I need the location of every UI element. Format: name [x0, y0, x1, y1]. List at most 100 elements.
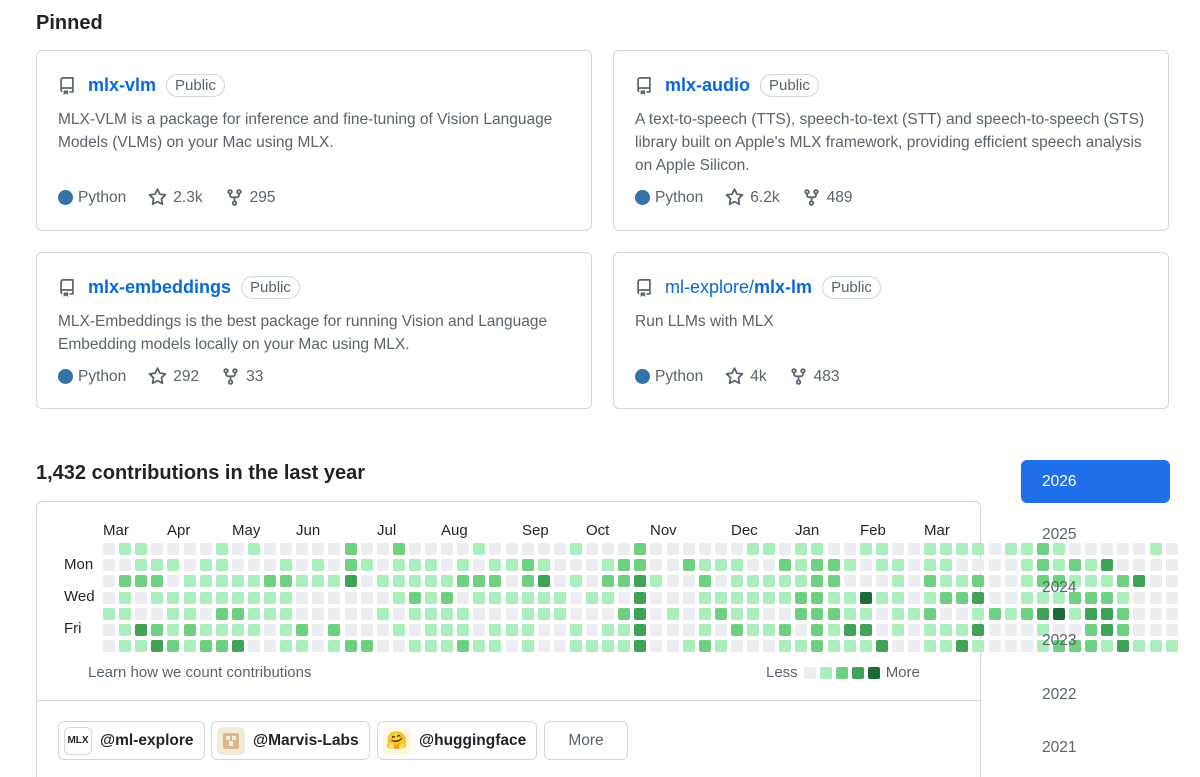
contribution-day-cell[interactable]: [408, 591, 421, 604]
contribution-day-cell[interactable]: [103, 607, 115, 620]
contribution-day-cell[interactable]: [328, 607, 341, 620]
contribution-day-cell[interactable]: [972, 624, 985, 636]
contribution-day-cell[interactable]: [296, 591, 309, 604]
contribution-day-cell[interactable]: [827, 640, 840, 653]
year-2025[interactable]: 2025: [1042, 525, 1077, 543]
contribution-day-cell[interactable]: [763, 591, 776, 604]
contribution-day-cell[interactable]: [811, 640, 824, 653]
contribution-day-cell[interactable]: [264, 543, 276, 555]
contribution-day-cell[interactable]: [875, 575, 888, 588]
contribution-day-cell[interactable]: [618, 607, 631, 620]
contribution-day-cell[interactable]: [827, 624, 840, 636]
org-filter-ml-explore[interactable]: MLX @ml-explore: [58, 721, 205, 760]
contribution-day-cell[interactable]: [908, 543, 920, 555]
contribution-day-cell[interactable]: [1069, 624, 1081, 636]
contribution-day-cell[interactable]: [360, 575, 373, 588]
contribution-day-cell[interactable]: [1165, 591, 1178, 604]
contribution-day-cell[interactable]: [1004, 624, 1017, 636]
contribution-day-cell[interactable]: [827, 591, 840, 604]
contribution-day-cell[interactable]: [747, 559, 759, 572]
contribution-day-cell[interactable]: [376, 575, 389, 588]
contribution-day-cell[interactable]: [1165, 543, 1178, 555]
contribution-day-cell[interactable]: [988, 591, 1001, 604]
contribution-day-cell[interactable]: [392, 640, 405, 653]
contribution-day-cell[interactable]: [264, 559, 276, 572]
contribution-day-cell[interactable]: [183, 640, 196, 653]
contribution-day-cell[interactable]: [521, 624, 534, 636]
contribution-day-cell[interactable]: [730, 559, 743, 572]
contribution-day-cell[interactable]: [875, 624, 888, 636]
contribution-day-cell[interactable]: [924, 575, 937, 588]
contribution-day-cell[interactable]: [843, 559, 856, 572]
contribution-day-cell[interactable]: [425, 640, 437, 653]
contribution-day-cell[interactable]: [730, 624, 743, 636]
contribution-day-cell[interactable]: [811, 624, 824, 636]
contribution-day-cell[interactable]: [908, 607, 920, 620]
contribution-day-cell[interactable]: [795, 559, 808, 572]
contribution-day-cell[interactable]: [940, 575, 953, 588]
contribution-day-cell[interactable]: [1101, 575, 1114, 588]
contribution-day-cell[interactable]: [457, 543, 470, 555]
contribution-day-cell[interactable]: [247, 591, 260, 604]
contribution-day-cell[interactable]: [827, 607, 840, 620]
contribution-day-cell[interactable]: [682, 607, 695, 620]
contribution-day-cell[interactable]: [457, 624, 470, 636]
contribution-day-cell[interactable]: [634, 543, 647, 555]
contribution-day-cell[interactable]: [1020, 543, 1033, 555]
contribution-day-cell[interactable]: [1101, 624, 1114, 636]
contribution-day-cell[interactable]: [296, 559, 309, 572]
contribution-day-cell[interactable]: [1133, 624, 1146, 636]
contribution-day-cell[interactable]: [634, 607, 647, 620]
contribution-day-cell[interactable]: [537, 607, 550, 620]
contribution-day-cell[interactable]: [408, 559, 421, 572]
contribution-day-cell[interactable]: [231, 624, 244, 636]
contribution-day-cell[interactable]: [1117, 624, 1130, 636]
contribution-day-cell[interactable]: [811, 607, 824, 620]
contribution-day-cell[interactable]: [811, 591, 824, 604]
contribution-day-cell[interactable]: [618, 543, 631, 555]
year-2024[interactable]: 2024: [1042, 578, 1077, 596]
contribution-day-cell[interactable]: [1069, 575, 1081, 588]
contribution-day-cell[interactable]: [537, 575, 550, 588]
contribution-day-cell[interactable]: [425, 575, 437, 588]
contribution-day-cell[interactable]: [1020, 575, 1033, 588]
contribution-day-cell[interactable]: [827, 575, 840, 588]
contribution-day-cell[interactable]: [328, 591, 341, 604]
contribution-day-cell[interactable]: [859, 559, 872, 572]
contribution-day-cell[interactable]: [586, 624, 598, 636]
contribution-day-cell[interactable]: [682, 543, 695, 555]
contribution-day-cell[interactable]: [1133, 543, 1146, 555]
contribution-day-cell[interactable]: [408, 640, 421, 653]
contribution-day-cell[interactable]: [521, 591, 534, 604]
contribution-day-cell[interactable]: [569, 543, 582, 555]
contribution-day-cell[interactable]: [763, 624, 776, 636]
org-filter-huggingface[interactable]: 🤗 @huggingface: [377, 721, 538, 760]
contribution-day-cell[interactable]: [215, 607, 228, 620]
contribution-day-cell[interactable]: [312, 591, 325, 604]
contribution-day-cell[interactable]: [843, 607, 856, 620]
contribution-day-cell[interactable]: [1085, 624, 1098, 636]
repo-link-mlx-embeddings[interactable]: mlx-embeddings: [88, 277, 232, 297]
contribution-day-cell[interactable]: [473, 559, 486, 572]
contribution-day-cell[interactable]: [586, 543, 598, 555]
contribution-day-cell[interactable]: [730, 543, 743, 555]
contribution-day-cell[interactable]: [344, 575, 357, 588]
contribution-day-cell[interactable]: [505, 624, 518, 636]
contribution-day-cell[interactable]: [859, 640, 872, 653]
contribution-day-cell[interactable]: [1149, 591, 1162, 604]
contribution-day-cell[interactable]: [505, 559, 518, 572]
contribution-day-cell[interactable]: [1052, 559, 1065, 572]
contribution-day-cell[interactable]: [199, 559, 212, 572]
contribution-day-cell[interactable]: [908, 591, 920, 604]
contribution-day-cell[interactable]: [151, 575, 164, 588]
contribution-day-cell[interactable]: [569, 559, 582, 572]
contribution-day-cell[interactable]: [344, 543, 357, 555]
contribution-day-cell[interactable]: [618, 591, 631, 604]
contribution-day-cell[interactable]: [827, 559, 840, 572]
contribution-day-cell[interactable]: [843, 575, 856, 588]
contribution-day-cell[interactable]: [972, 640, 985, 653]
contribution-day-cell[interactable]: [376, 624, 389, 636]
contribution-day-cell[interactable]: [859, 624, 872, 636]
contribution-day-cell[interactable]: [344, 559, 357, 572]
contribution-day-cell[interactable]: [457, 591, 470, 604]
